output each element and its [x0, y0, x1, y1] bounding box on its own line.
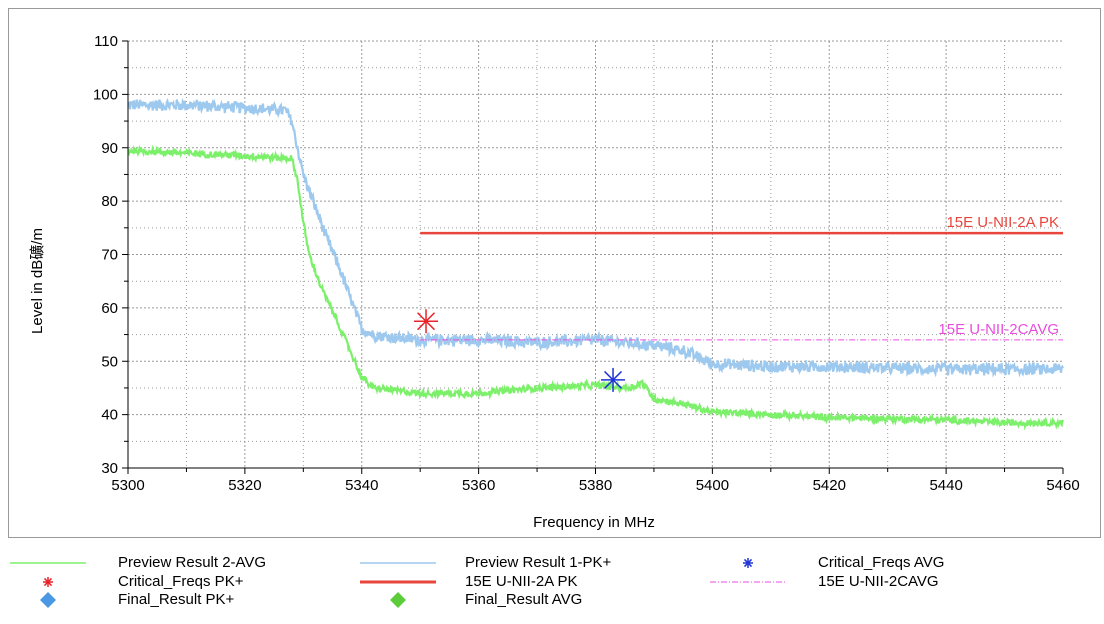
x-tick-label: 5420: [813, 477, 846, 494]
legend-label: 15E U-NII-2A PK: [465, 573, 578, 590]
x-tick-label: 5460: [1046, 477, 1079, 494]
legend-swatch-diamond: [390, 592, 406, 608]
legend-item: Final_Result AVG: [0, 591, 1104, 609]
x-tick-label: 5340: [345, 477, 378, 494]
legend-item: 15E U-NII-2A PK: [0, 573, 1104, 591]
y-tick-label: 60: [101, 300, 118, 317]
limit-label-1: 15E U-NII-2A PK: [946, 214, 1059, 231]
star-stroke: [743, 558, 753, 568]
x-tick-label: 5440: [929, 477, 962, 494]
y-tick-label: 30: [101, 460, 118, 477]
x-tick-label: 5320: [228, 477, 261, 494]
legend-item: Critical_Freqs AVG: [0, 554, 1104, 572]
x-axis-title: Frequency in MHz: [533, 514, 655, 531]
legend-star-icon: [43, 577, 53, 587]
y-axis-title: Level in dB礦/m: [29, 228, 46, 334]
legend-label: Critical_Freqs PK+: [118, 573, 244, 590]
legend-star-icon: [743, 558, 753, 568]
y-tick-label: 90: [101, 140, 118, 157]
marker-layer: [414, 309, 626, 392]
star-stroke: [604, 370, 623, 389]
legend-item: Preview Result 2-AVG: [0, 554, 1104, 572]
legend-swatch-star: [743, 558, 753, 568]
legend-swatch-dashdot-line: [710, 581, 786, 583]
series-line-preview-result-2-avg: [127, 144, 1065, 431]
limit-label-2: 15E U-NII-2CAVG: [938, 321, 1059, 338]
limit-layer: 15E U-NII-2A PK 15E U-NII-2CAVG: [420, 214, 1063, 341]
legend-item: Critical_Freqs PK+: [0, 573, 1104, 591]
critical-marker-2: [601, 367, 626, 392]
legend-diamond-icon: [40, 592, 56, 608]
legend-item: 15E U-NII-2CAVG: [0, 573, 1104, 591]
y-tick-label: 80: [101, 193, 118, 210]
y-tick-label: 40: [101, 407, 118, 424]
y-tick-label: 50: [101, 353, 118, 370]
legend-label: Final_Result AVG: [465, 591, 583, 608]
x-tick-label: 5300: [111, 477, 144, 494]
series-layer: [127, 97, 1065, 431]
y-tick-label: 100: [93, 86, 118, 103]
series-line-preview-result-1-pk-: [127, 97, 1064, 378]
chart-frame: [8, 8, 1101, 538]
x-tick-label: 5360: [462, 477, 495, 494]
star-stroke: [43, 577, 53, 587]
x-tick-label: 5380: [579, 477, 612, 494]
legend-swatch-thick-line: [360, 580, 436, 584]
axis-layer: 5300 5320 5340 5360 5380 5400 5420 5440 5460 30 40…: [93, 33, 1080, 494]
legend-swatch-diamond: [40, 592, 56, 608]
y-tick-label: 70: [101, 247, 118, 264]
y-tick-label: 110: [94, 33, 118, 50]
legend-swatch-star: [43, 577, 53, 587]
star-stroke: [417, 312, 436, 331]
legend-label: Critical_Freqs AVG: [818, 554, 945, 571]
legend-swatch-line: [360, 562, 436, 564]
star-stroke: [743, 558, 753, 568]
legend-label: Preview Result 2-AVG: [118, 554, 267, 571]
star-stroke: [43, 577, 53, 587]
legend-label: Final_Result PK+: [118, 591, 235, 608]
legend-item: Final_Result PK+: [0, 591, 1104, 609]
legend-label: Preview Result 1-PK+: [465, 554, 612, 571]
critical-marker-1: [414, 309, 439, 334]
x-tick-label: 5400: [696, 477, 729, 494]
legend-item: Preview Result 1-PK+: [0, 554, 1104, 572]
legend-diamond-icon: [390, 592, 406, 608]
grid-layer: [128, 40, 1063, 468]
legend-label: 15E U-NII-2CAVG: [818, 573, 939, 590]
legend-swatch-line: [10, 562, 86, 564]
